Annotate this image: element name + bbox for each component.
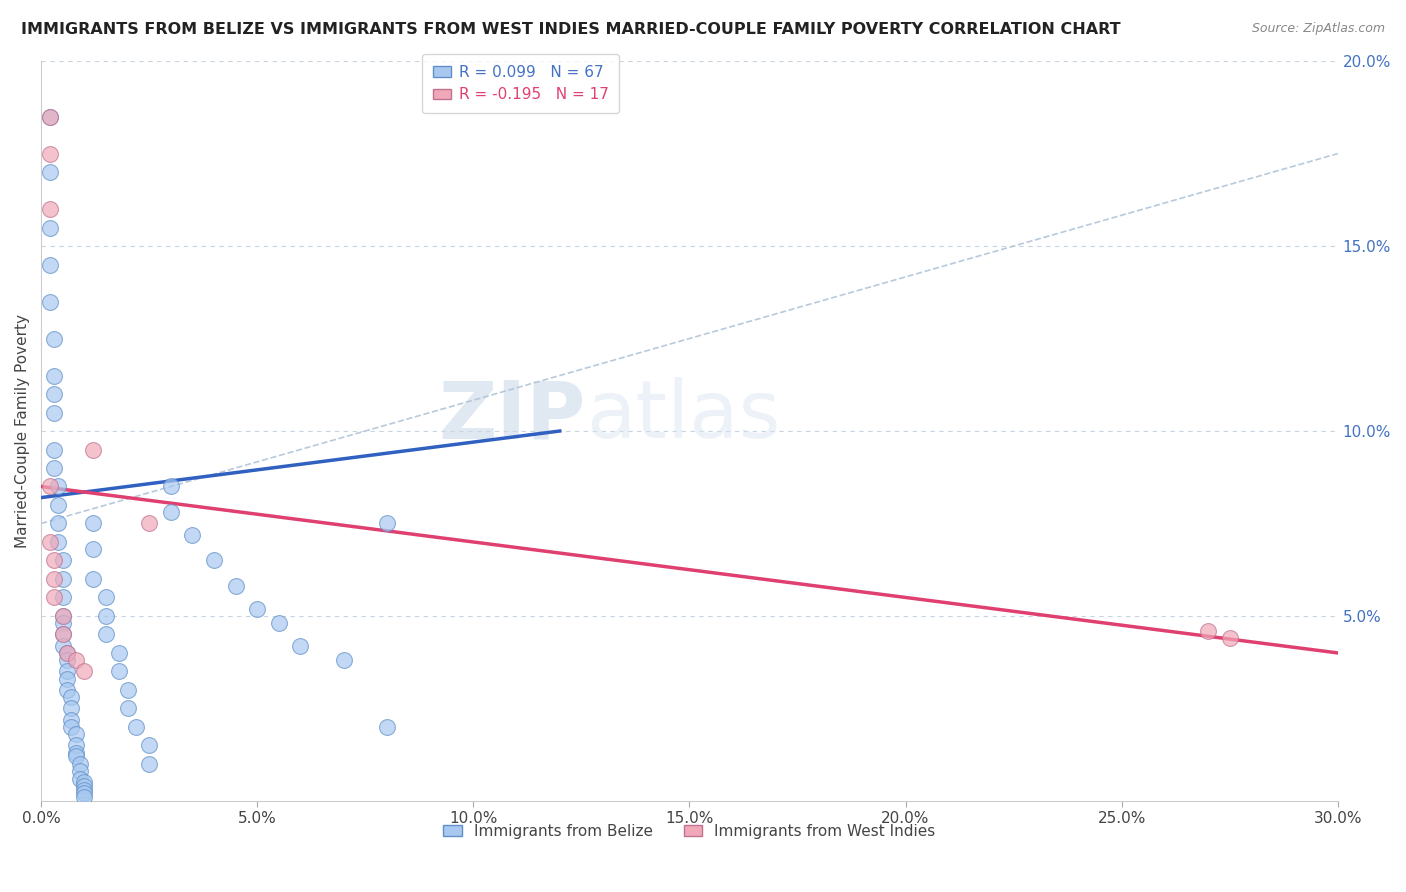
Point	[52, 609, 75, 624]
Point	[65, 727, 87, 741]
Point	[332, 653, 354, 667]
Point	[117, 701, 139, 715]
Point	[38, 258, 60, 272]
Point	[60, 701, 83, 715]
Point	[138, 516, 160, 531]
Point	[375, 720, 398, 734]
Point	[94, 609, 117, 624]
Point	[48, 498, 70, 512]
Point	[117, 682, 139, 697]
Point	[1197, 624, 1219, 638]
Point	[1219, 631, 1241, 645]
Point	[202, 553, 225, 567]
Point	[73, 779, 96, 793]
Point	[38, 110, 60, 124]
Text: Source: ZipAtlas.com: Source: ZipAtlas.com	[1251, 22, 1385, 36]
Point	[73, 790, 96, 805]
Point	[52, 627, 75, 641]
Point	[375, 516, 398, 531]
Point	[38, 479, 60, 493]
Point	[56, 665, 79, 679]
Point	[38, 165, 60, 179]
Point	[38, 220, 60, 235]
Point	[290, 639, 312, 653]
Point	[159, 479, 181, 493]
Point	[82, 516, 104, 531]
Point	[38, 535, 60, 549]
Text: IMMIGRANTS FROM BELIZE VS IMMIGRANTS FROM WEST INDIES MARRIED-COUPLE FAMILY POVE: IMMIGRANTS FROM BELIZE VS IMMIGRANTS FRO…	[21, 22, 1121, 37]
Point	[38, 294, 60, 309]
Point	[52, 572, 75, 586]
Point	[52, 553, 75, 567]
Point	[267, 616, 290, 631]
Point	[94, 591, 117, 605]
Point	[60, 690, 83, 705]
Point	[65, 739, 87, 753]
Point	[42, 387, 65, 401]
Point	[94, 627, 117, 641]
Point	[69, 756, 91, 771]
Point	[42, 332, 65, 346]
Point	[48, 479, 70, 493]
Point	[138, 756, 160, 771]
Point	[60, 713, 83, 727]
Text: atlas: atlas	[586, 377, 780, 455]
Point	[52, 616, 75, 631]
Point	[159, 505, 181, 519]
Point	[73, 782, 96, 797]
Point	[60, 720, 83, 734]
Point	[56, 682, 79, 697]
Point	[56, 646, 79, 660]
Point	[82, 572, 104, 586]
Point	[65, 746, 87, 760]
Point	[225, 579, 247, 593]
Point	[56, 653, 79, 667]
Point	[69, 764, 91, 779]
Point	[108, 646, 131, 660]
Point	[73, 775, 96, 789]
Point	[246, 601, 269, 615]
Point	[82, 542, 104, 557]
Point	[38, 202, 60, 216]
Point	[42, 461, 65, 475]
Point	[52, 609, 75, 624]
Point	[42, 442, 65, 457]
Point	[42, 368, 65, 383]
Point	[52, 627, 75, 641]
Point	[82, 442, 104, 457]
Point	[52, 591, 75, 605]
Text: ZIP: ZIP	[439, 377, 586, 455]
Point	[73, 787, 96, 801]
Point	[73, 665, 96, 679]
Point	[52, 639, 75, 653]
Point	[48, 516, 70, 531]
Point	[65, 749, 87, 764]
Point	[38, 110, 60, 124]
Point	[56, 672, 79, 686]
Point	[42, 405, 65, 419]
Point	[56, 646, 79, 660]
Y-axis label: Married-Couple Family Poverty: Married-Couple Family Poverty	[15, 314, 30, 548]
Point	[138, 739, 160, 753]
Point	[69, 772, 91, 786]
Point	[181, 527, 204, 541]
Point	[125, 720, 148, 734]
Point	[42, 591, 65, 605]
Point	[65, 653, 87, 667]
Point	[48, 535, 70, 549]
Point	[42, 553, 65, 567]
Point	[108, 665, 131, 679]
Legend: Immigrants from Belize, Immigrants from West Indies: Immigrants from Belize, Immigrants from …	[437, 818, 942, 845]
Point	[42, 572, 65, 586]
Point	[38, 146, 60, 161]
